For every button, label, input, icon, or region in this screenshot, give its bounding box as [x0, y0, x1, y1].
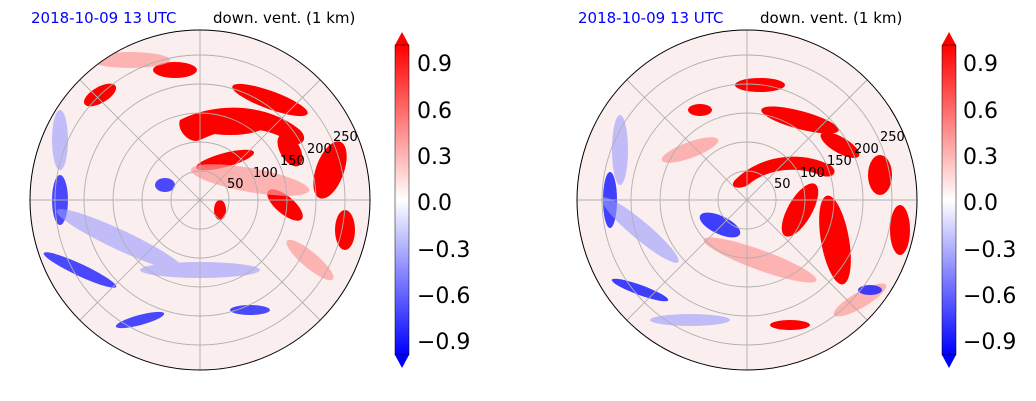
lightblue-band-1	[601, 197, 679, 263]
cbar-tick-0.3: 0.3	[963, 145, 998, 170]
title-variable: down. vent. (1 km)	[760, 9, 902, 27]
colorbar: 0.9 0.6 0.3 0.0 −0.3 −0.6 −0.9	[941, 32, 1016, 368]
cbar-tick-0.0: 0.0	[417, 191, 452, 216]
radial-tick-250: 250	[880, 130, 905, 145]
colorbar-tick-labels: 0.9 0.6 0.3 0.0 −0.3 −0.6 −0.9	[963, 52, 1016, 355]
radial-tick-200: 200	[854, 142, 879, 157]
red-patch-3	[820, 132, 860, 158]
blue-patch-5	[230, 305, 270, 315]
cbar-tick-0.6: 0.6	[963, 99, 998, 124]
blue-patch-1	[43, 252, 117, 288]
red-patch-1	[761, 106, 839, 134]
colorbar-tick-labels: 0.9 0.6 0.3 0.0 −0.3 −0.6 −0.9	[417, 52, 470, 355]
radial-tick-150: 150	[827, 154, 852, 169]
blue-patch-2	[611, 278, 669, 302]
cbar-tick-m0.6: −0.6	[963, 284, 1016, 309]
lightblue-band-3	[650, 314, 730, 326]
radial-tick-labels: 50 100 150 200 250	[774, 130, 905, 192]
cbar-tick-0.9: 0.9	[417, 52, 452, 77]
polar-grid	[30, 30, 370, 370]
plot-border	[29, 29, 371, 371]
radial-tick-150: 150	[280, 154, 305, 169]
lightred-band-1	[703, 237, 817, 283]
colorbar-bar	[394, 44, 410, 356]
red-patch-3	[153, 62, 197, 78]
red-patch-5	[819, 195, 851, 285]
lightred-band-3	[286, 239, 334, 281]
title-date: 2018-10-09 13 UTC	[31, 9, 177, 27]
lightblue-band-2	[612, 115, 628, 185]
red-patch-7	[781, 183, 819, 237]
lightred-band-2	[661, 137, 719, 163]
radial-tick-200: 200	[307, 142, 332, 157]
colorbar-extend-top	[942, 32, 956, 45]
red-patch-9	[214, 200, 226, 220]
lightblue-band-3	[52, 110, 68, 170]
red-patch-8	[267, 189, 303, 221]
colorbar-extend-bottom	[942, 355, 956, 368]
radial-tick-250: 250	[333, 130, 358, 145]
plot-border	[576, 29, 918, 371]
cbar-tick-0.6: 0.6	[417, 99, 452, 124]
positive-features	[688, 78, 910, 330]
blue-patch-4	[115, 311, 165, 329]
cbar-tick-m0.9: −0.9	[963, 330, 1016, 355]
radial-tick-50: 50	[774, 177, 791, 192]
red-patch-10	[277, 133, 303, 167]
panel-left: 2018-10-09 13 UTC down. vent. (1 km)	[29, 9, 470, 371]
colorbar-bar	[941, 44, 957, 356]
azimuth-line-135	[626, 79, 868, 321]
red-spiral-core	[732, 156, 835, 188]
panel-right: 2018-10-09 13 UTC down. vent. (1 km)	[576, 9, 1016, 371]
cbar-tick-m0.9: −0.9	[417, 330, 470, 355]
red-patch-8	[688, 104, 712, 116]
red-patch-2	[232, 83, 308, 117]
cbar-tick-0.9: 0.9	[963, 52, 998, 77]
red-patch-6	[890, 205, 910, 255]
colorbar: 0.9 0.6 0.3 0.0 −0.3 −0.6 −0.9	[394, 32, 470, 368]
blue-patch-3	[858, 285, 882, 295]
radial-tick-50: 50	[227, 177, 244, 192]
lightred-band-2	[90, 52, 170, 68]
blue-cluster-southwest	[699, 212, 741, 238]
cbar-tick-0.3: 0.3	[417, 145, 452, 170]
title-date: 2018-10-09 13 UTC	[578, 9, 724, 27]
radial-tick-100: 100	[253, 166, 278, 181]
radial-tick-labels: 50 100 150 200 250	[227, 130, 358, 192]
cbar-tick-m0.6: −0.6	[417, 284, 470, 309]
cbar-tick-0.0: 0.0	[963, 191, 998, 216]
azimuth-line-135	[79, 79, 321, 321]
polar-grid	[577, 30, 917, 370]
colorbar-extend-top	[395, 32, 409, 45]
cbar-tick-m0.3: −0.3	[963, 238, 1016, 263]
cbar-tick-m0.3: −0.3	[417, 238, 470, 263]
title-variable: down. vent. (1 km)	[213, 9, 355, 27]
lightred-band-1	[190, 164, 310, 196]
colorbar-extend-bottom	[395, 355, 409, 368]
red-patch-7	[335, 210, 355, 250]
lightblue-band-1	[56, 209, 184, 271]
red-patch-1	[195, 115, 265, 135]
red-patch-4	[868, 155, 892, 195]
radial-tick-100: 100	[800, 166, 825, 181]
red-patch-9	[770, 320, 810, 330]
blue-patch-3	[155, 178, 175, 192]
